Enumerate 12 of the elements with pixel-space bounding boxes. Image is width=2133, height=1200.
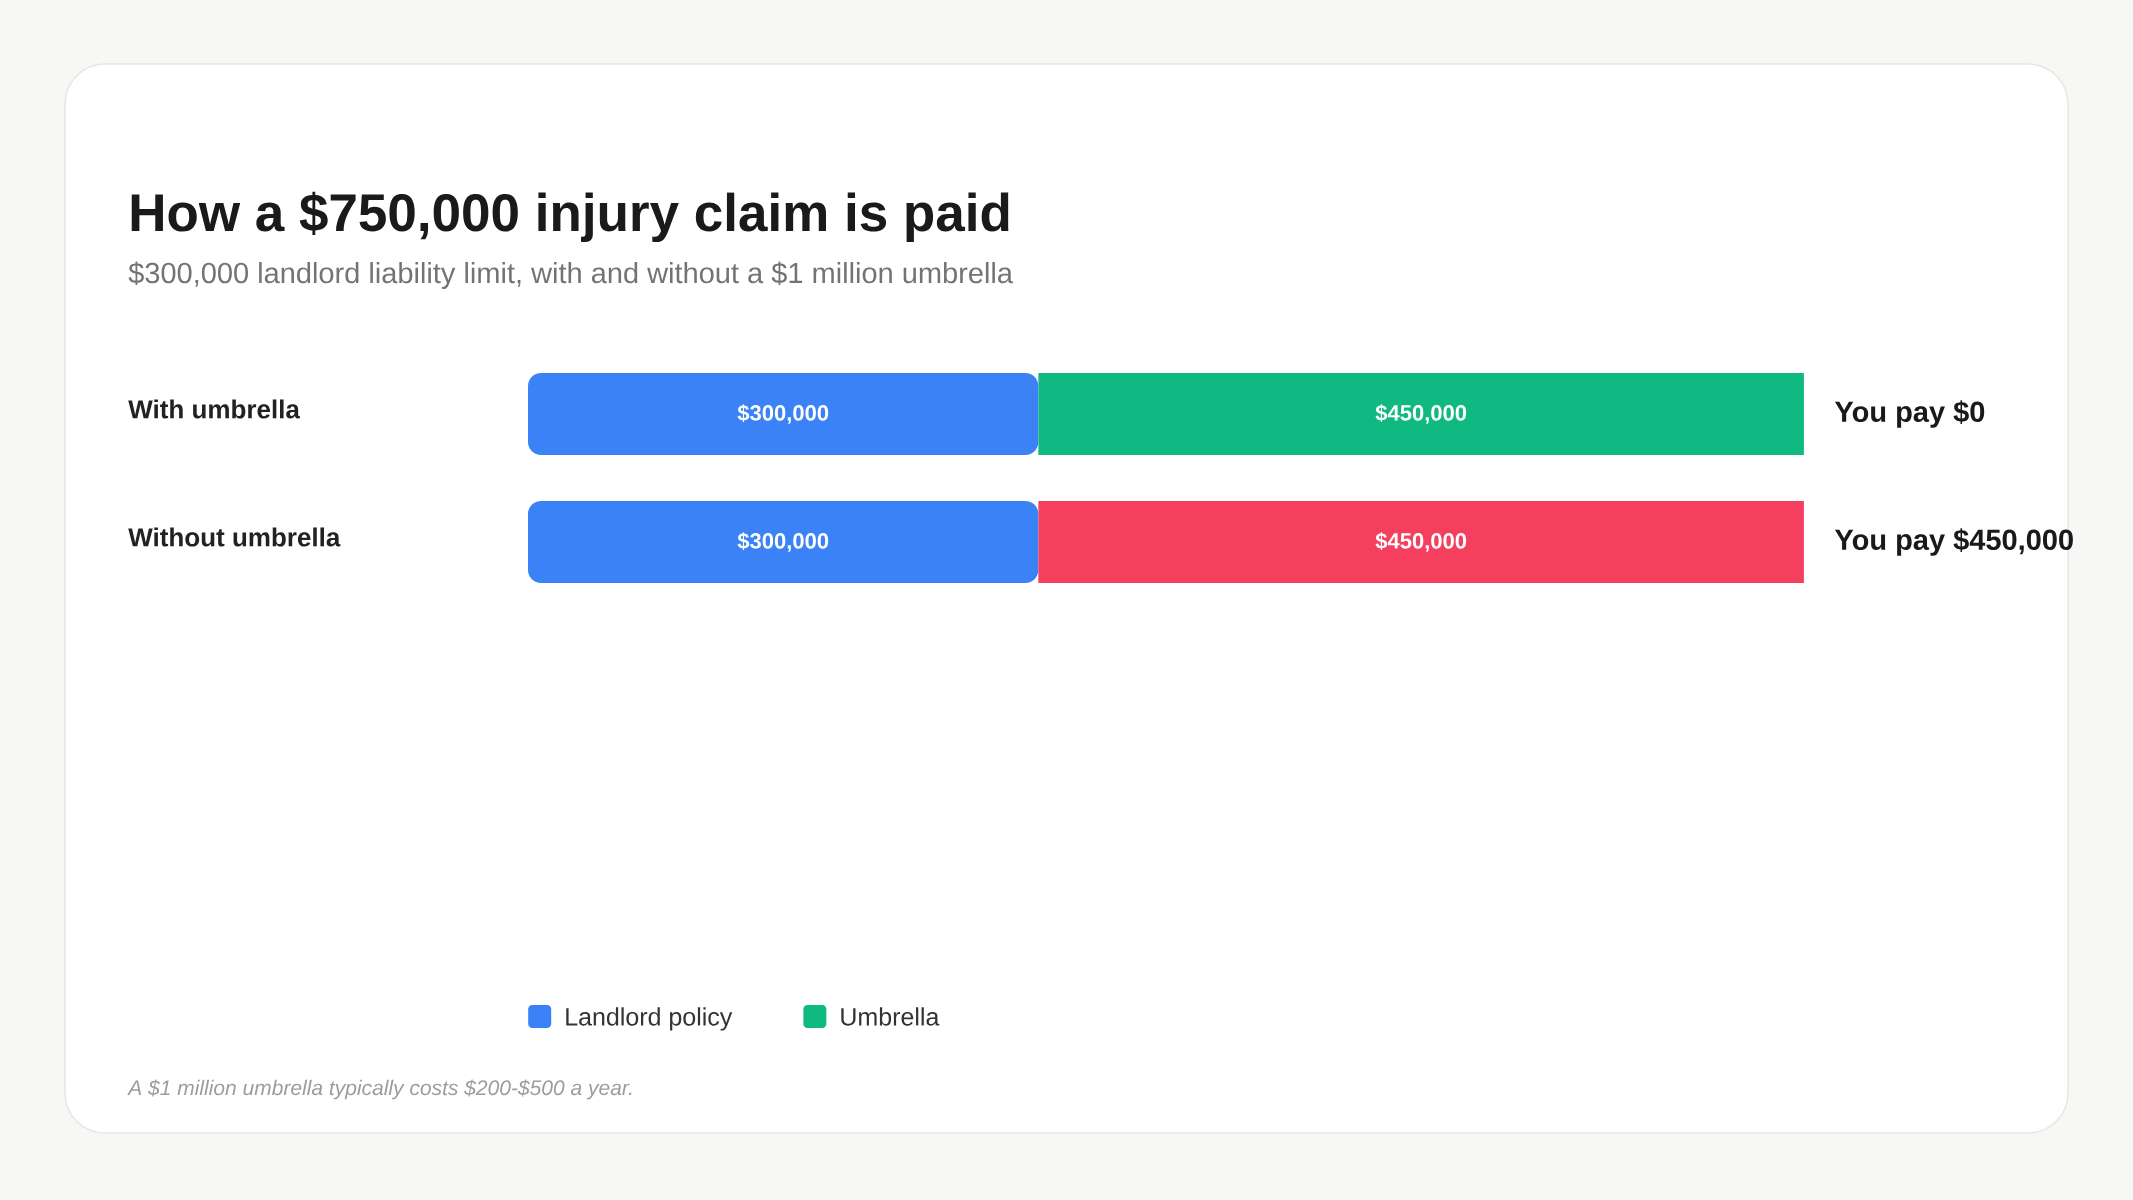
data-label: $450,000 <box>1375 532 1467 552</box>
annotation: You pay $450,000 <box>1834 528 2073 556</box>
text: A $1 million umbrella typically costs $200-$500 a year. <box>127 1079 632 1100</box>
data-label: $450,000 <box>1375 404 1467 424</box>
data-label: $300,000 <box>737 532 829 552</box>
chart-subtitle: $300,000 landlord liability limit, with and without a $1 million umbrella <box>128 261 1013 290</box>
legend-label: Umbrella <box>841 1007 940 1026</box>
data-label: $300,000 <box>737 404 829 424</box>
legend-label: Landlord policy <box>566 1007 733 1031</box>
y-tick-label: With umbrella <box>128 399 301 419</box>
y-tick-label: Without umbrella <box>128 527 341 547</box>
chart-title: How a $750,000 injury claim is paid <box>131 191 1009 242</box>
